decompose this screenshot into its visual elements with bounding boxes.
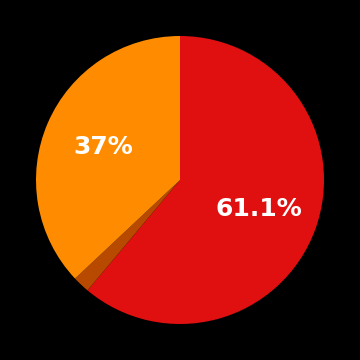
Wedge shape xyxy=(75,180,180,291)
Wedge shape xyxy=(87,36,324,324)
Wedge shape xyxy=(36,36,180,279)
Text: 61.1%: 61.1% xyxy=(215,197,302,221)
Text: 37%: 37% xyxy=(73,135,133,159)
